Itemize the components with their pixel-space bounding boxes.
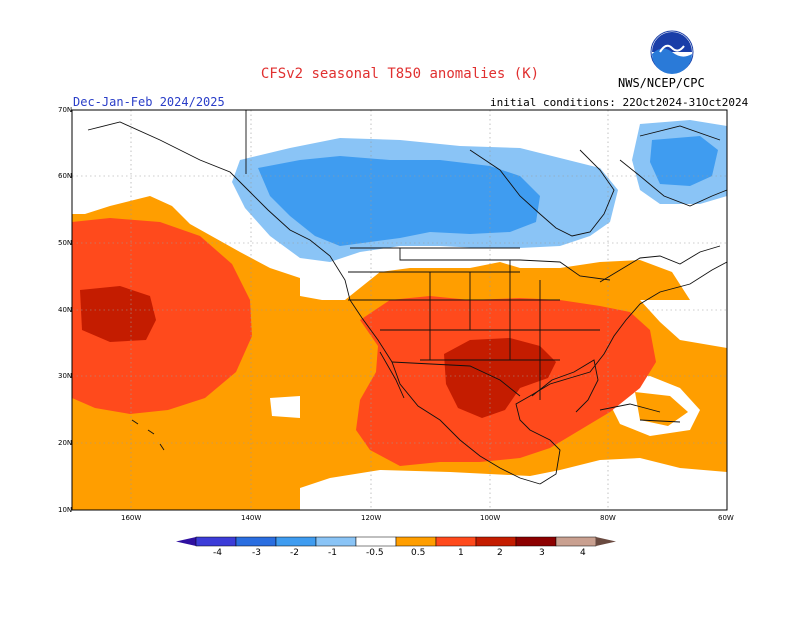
lat-label: 60N — [58, 172, 73, 180]
noaa-logo-icon — [650, 30, 694, 74]
colorbar-swatch — [315, 536, 357, 547]
cold-region-canada-core — [258, 156, 540, 246]
lon-label: 100W — [480, 514, 501, 522]
colorbar-swatch — [555, 536, 597, 547]
colorbar-arrow-high — [596, 537, 616, 546]
colorbar-label: -2 — [290, 548, 299, 558]
lon-label: 160W — [121, 514, 142, 522]
lon-label: 80W — [600, 514, 616, 522]
lat-label: 10N — [58, 506, 73, 514]
season-label: Dec-Jan-Feb 2024/2025 — [73, 95, 225, 109]
colorbar-swatch — [195, 536, 237, 547]
colorbar-swatch — [355, 536, 397, 547]
coastlines — [87, 110, 728, 485]
colorbar-label: 3 — [539, 548, 545, 558]
initial-conditions-label: initial conditions: 22Oct2024-31Oct2024 — [490, 96, 749, 109]
map-title: CFSv2 seasonal T850 anomalies (K) — [260, 66, 540, 82]
colorbar-swatch — [395, 536, 437, 547]
colorbar-swatch — [515, 536, 557, 547]
colorbar-label: -4 — [213, 548, 222, 558]
colorbar-swatch — [275, 536, 317, 547]
colorbar-label: 4 — [580, 548, 586, 558]
neutral-region-pacific-patch — [270, 396, 300, 418]
colorbar-label: 0.5 — [411, 548, 426, 558]
lat-label: 70N — [58, 106, 73, 114]
colorbar-swatch — [235, 536, 277, 547]
lat-label: 30N — [58, 372, 73, 380]
map-frame — [71, 109, 728, 511]
colorbar-label: -1 — [328, 548, 337, 558]
org-label: NWS/NCEP/CPC — [618, 76, 705, 90]
lon-label: 120W — [361, 514, 382, 522]
colorbar-label: -3 — [252, 548, 261, 558]
neutral-region-south — [300, 458, 727, 510]
warm-region-pacific-core — [80, 286, 156, 342]
neutral-region-ne-atlantic — [640, 300, 727, 348]
colorbar-swatch — [475, 536, 517, 547]
colorbar-label: 1 — [458, 548, 464, 558]
lon-label: 140W — [241, 514, 262, 522]
graticule-lines — [72, 110, 727, 510]
colorbar-label: 2 — [497, 548, 503, 558]
lon-label: 60W — [718, 514, 734, 522]
warm-region-texas-core — [444, 338, 556, 418]
lat-label: 40N — [58, 306, 73, 314]
lat-label: 50N — [58, 239, 73, 247]
colorbar-label: -0.5 — [366, 548, 384, 558]
warm-region-pacific — [72, 218, 252, 414]
colorbar-arrow-low — [176, 537, 196, 546]
lat-label: 20N — [58, 439, 73, 447]
colorbar-swatch — [435, 536, 477, 547]
